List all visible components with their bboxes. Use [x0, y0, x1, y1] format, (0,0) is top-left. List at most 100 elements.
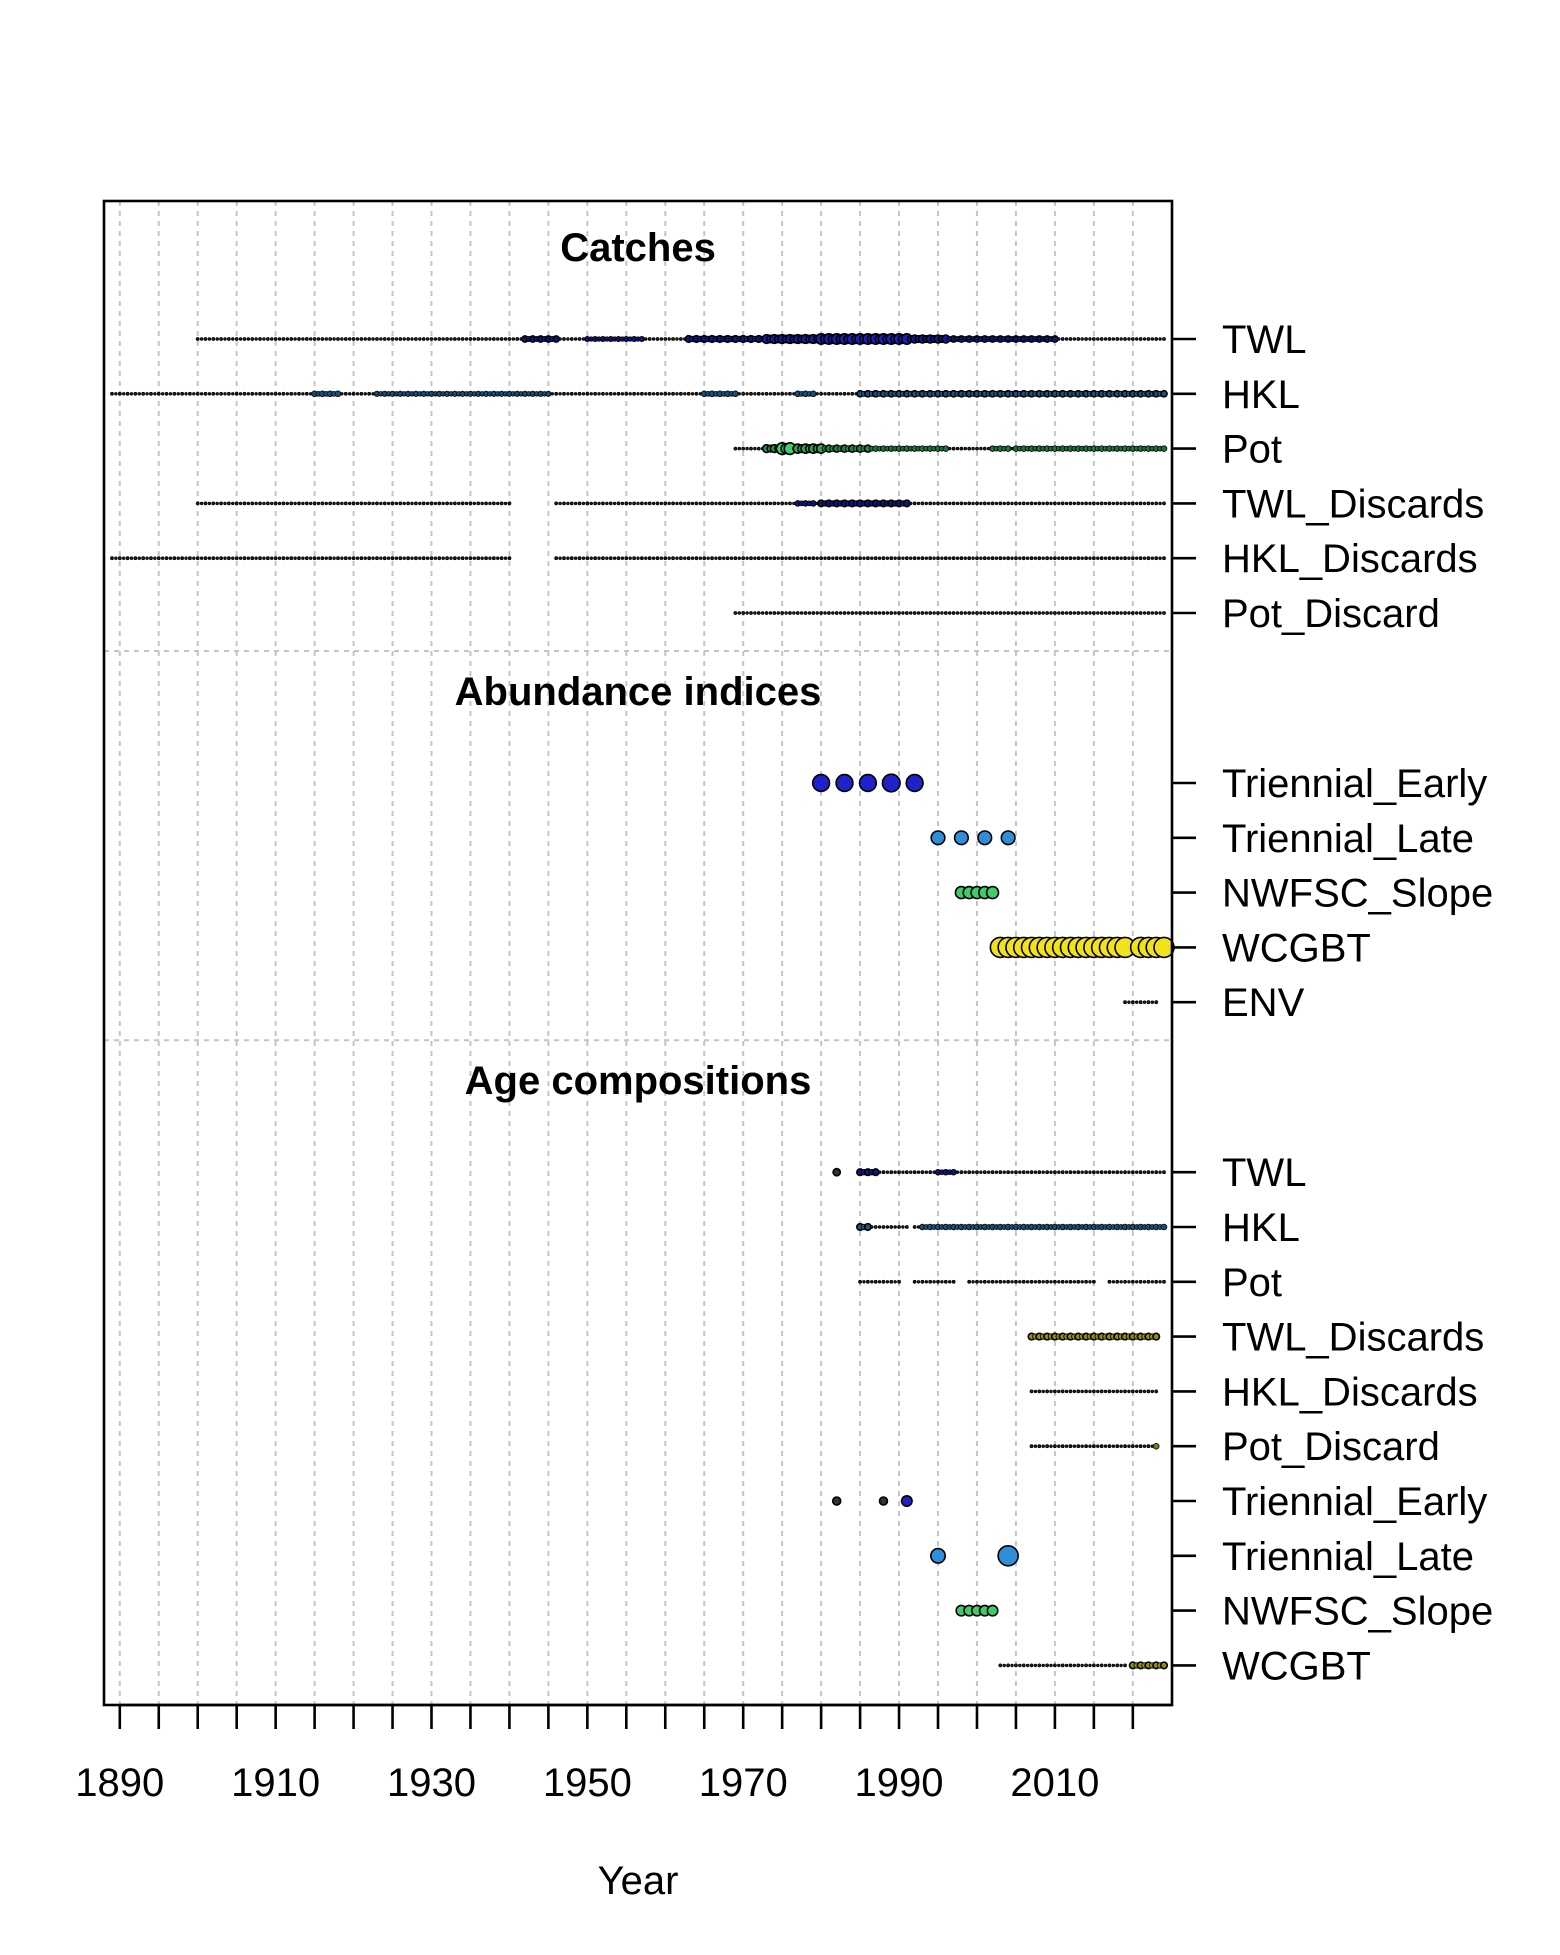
data-point [1142, 501, 1147, 506]
data-point [410, 556, 414, 560]
data-point [1029, 1279, 1034, 1284]
data-point [982, 1279, 987, 1284]
x-axis-title: Year [598, 1859, 679, 1903]
data-point [1162, 611, 1166, 615]
data-point [496, 556, 500, 560]
data-point [301, 501, 305, 506]
data-point [1158, 337, 1162, 341]
data-point [632, 391, 637, 396]
data-point [749, 446, 753, 451]
data-point [827, 611, 831, 615]
data-point [320, 337, 325, 341]
data-point [577, 556, 582, 561]
data-point [959, 501, 964, 506]
data-point [803, 556, 808, 561]
data-point [975, 556, 979, 561]
data-point [1123, 1000, 1127, 1005]
data-point [605, 392, 609, 396]
data-point [819, 611, 824, 615]
data-point [1014, 1663, 1018, 1668]
data-point [1115, 337, 1120, 341]
data-point [990, 501, 995, 506]
data-point [831, 392, 835, 396]
data-point [363, 556, 367, 560]
data-point [332, 556, 336, 560]
data-point [858, 773, 878, 793]
data-point [998, 1663, 1003, 1668]
data-point [858, 611, 862, 615]
data-point [340, 501, 344, 506]
data-point [371, 556, 375, 560]
data-point [904, 611, 909, 615]
data-point [1021, 1170, 1026, 1175]
data-point [215, 501, 219, 506]
data-point [1138, 501, 1143, 506]
data-point [1060, 501, 1065, 506]
data-point [1154, 1389, 1159, 1394]
data-point [963, 1170, 967, 1174]
data-point [1084, 1444, 1088, 1449]
row-label: TWL [1222, 318, 1306, 362]
data-point [1154, 556, 1159, 561]
data-point [1053, 556, 1057, 561]
data-point [418, 337, 422, 341]
data-point [452, 337, 457, 341]
data-point [1158, 611, 1162, 615]
data-point [1127, 611, 1131, 615]
data-point [1103, 501, 1108, 506]
data-point [811, 611, 816, 615]
data-point [1068, 1444, 1073, 1449]
data-point [1064, 1663, 1069, 1668]
data-point [881, 1225, 886, 1229]
data-point [164, 556, 169, 561]
data-point [1091, 1279, 1096, 1284]
data-point [912, 1170, 917, 1175]
data-point [1064, 1170, 1069, 1174]
data-point [1111, 1170, 1116, 1174]
data-point [367, 501, 372, 506]
data-point [1049, 556, 1053, 560]
data-point [1127, 1170, 1131, 1174]
data-point [706, 556, 710, 560]
data-point [990, 556, 995, 561]
data-point [386, 556, 391, 560]
data-point [858, 1279, 862, 1284]
data-point [1045, 1170, 1050, 1175]
data-point [694, 556, 699, 561]
data-point [203, 556, 208, 561]
data-point [192, 556, 196, 560]
data-point [1041, 1663, 1045, 1668]
data-point [975, 446, 979, 451]
data-point [605, 501, 609, 506]
data-point [371, 337, 375, 341]
data-point [932, 611, 936, 615]
data-point [468, 556, 473, 561]
data-point [741, 501, 746, 506]
data-point [1115, 1663, 1120, 1668]
data-point [1111, 556, 1116, 560]
data-point [639, 501, 644, 506]
data-point [1162, 1170, 1166, 1175]
data-point [488, 501, 492, 506]
data-point [953, 830, 969, 846]
data-point [979, 556, 983, 560]
data-point [1060, 337, 1065, 341]
data-point [1088, 1444, 1092, 1448]
data-point [1107, 501, 1112, 506]
data-point [1080, 1444, 1084, 1448]
data-point [930, 1547, 947, 1564]
data-point [503, 501, 508, 506]
data-point [1002, 1663, 1006, 1668]
data-point [1103, 1444, 1108, 1448]
data-point [1127, 501, 1131, 506]
data-point [211, 391, 216, 396]
data-point [686, 391, 691, 396]
data-point [819, 391, 824, 396]
data-point [1138, 1389, 1143, 1394]
data-point [145, 556, 149, 560]
data-point [285, 392, 290, 396]
data-point [955, 1170, 960, 1174]
data-point [1060, 1279, 1065, 1284]
data-point [343, 501, 348, 506]
